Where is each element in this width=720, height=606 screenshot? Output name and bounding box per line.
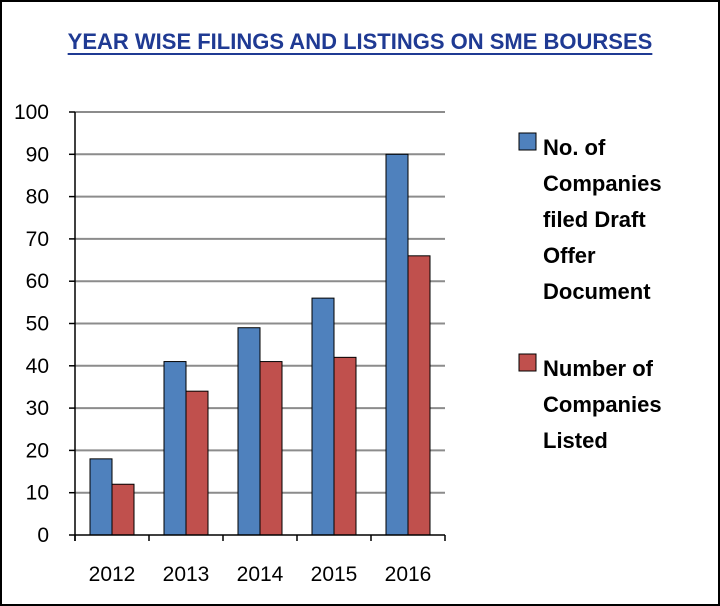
- bar-series-2-2016: [407, 255, 431, 536]
- y-tick-label: 10: [26, 482, 49, 505]
- y-tick-label: 80: [26, 186, 49, 209]
- y-tick-label: 50: [26, 313, 49, 336]
- y-tick-label: 100: [14, 101, 49, 124]
- x-tick-label: 2016: [385, 563, 432, 586]
- bar-series-1-2016: [385, 153, 409, 536]
- legend-label-series-2: Number of Companies Listed: [543, 356, 662, 453]
- y-tick-label: 20: [26, 439, 49, 462]
- x-tick-label: 2014: [237, 563, 284, 586]
- y-tick-label: 90: [26, 143, 49, 166]
- bar-series-1-2014: [237, 327, 261, 536]
- x-tick-label: 2013: [163, 563, 210, 586]
- legend-swatch-series-2: [518, 353, 537, 372]
- bar-series-2-2012: [111, 483, 135, 536]
- y-tick-label: 40: [26, 355, 49, 378]
- bar-series-1-2012: [89, 458, 113, 536]
- bar-series-1-2015: [311, 297, 335, 536]
- bar-series-2-2015: [333, 356, 357, 536]
- legend-label-series-1: No. of Companies filed Draft Offer Document: [543, 135, 662, 304]
- bar-series-1-2013: [163, 361, 187, 536]
- legend-swatch-series-1: [518, 132, 537, 151]
- x-tick-label: 2012: [89, 563, 136, 586]
- bar-series-2-2014: [259, 361, 283, 536]
- x-tick-label: 2015: [311, 563, 358, 586]
- y-tick-label: 0: [37, 524, 49, 547]
- bar-series-2-2013: [185, 390, 209, 536]
- y-tick-label: 70: [26, 228, 49, 251]
- y-tick-label: 60: [26, 270, 49, 293]
- chart-title: YEAR WISE FILINGS AND LISTINGS ON SME BO…: [67, 29, 653, 54]
- y-tick-label: 30: [26, 397, 49, 420]
